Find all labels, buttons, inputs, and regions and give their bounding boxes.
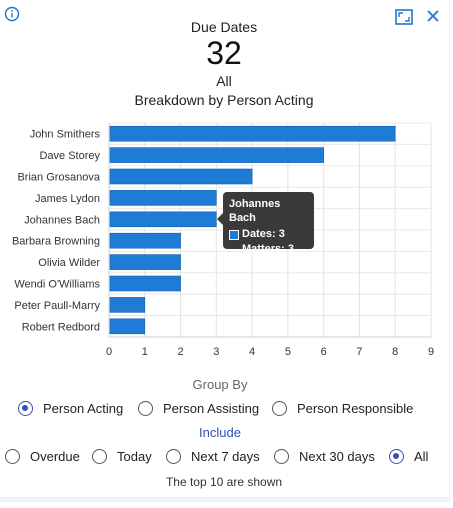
radio-button[interactable] xyxy=(389,449,404,464)
radio-button[interactable] xyxy=(272,401,287,416)
radio-next-30-days[interactable]: Next 30 days xyxy=(274,449,375,464)
x-tick-label: 8 xyxy=(392,346,398,358)
radio-person-assisting[interactable]: Person Assisting xyxy=(138,401,259,416)
category-label: Wendi O'Williams xyxy=(14,279,100,291)
bar[interactable] xyxy=(109,190,217,206)
x-tick-label: 6 xyxy=(321,346,327,358)
radio-button[interactable] xyxy=(18,401,33,416)
category-label: Robert Redbord xyxy=(22,321,100,333)
bar[interactable] xyxy=(109,275,181,292)
tooltip-dates-value: 3 xyxy=(278,228,285,240)
tooltip-matters-row: Matters: 3 xyxy=(242,243,308,256)
bar[interactable] xyxy=(109,211,217,228)
radio-label: All xyxy=(414,449,429,464)
tooltip-person-name: Johannes Bach xyxy=(229,198,281,224)
x-tick-label: 2 xyxy=(177,346,183,358)
bar[interactable] xyxy=(109,232,181,249)
bar[interactable] xyxy=(109,297,146,313)
group-by-label: Group By xyxy=(192,377,248,392)
x-tick-label: 1 xyxy=(142,346,148,358)
tooltip-dates-row: Dates: 3 xyxy=(229,228,308,241)
expand-icon[interactable] xyxy=(395,9,413,25)
bar-chart: John Smithers Dave Storey Brian Grosanova J… xyxy=(12,122,434,358)
x-tick-label: 7 xyxy=(356,346,362,358)
category-label: Barbara Browning xyxy=(12,236,100,248)
category-label: James Lydon xyxy=(35,193,100,205)
bar[interactable] xyxy=(109,254,181,270)
category-label: Olivia Wilder xyxy=(38,257,100,269)
radio-button[interactable] xyxy=(274,449,289,464)
x-tick-label: 4 xyxy=(249,346,255,358)
radio-all[interactable]: All xyxy=(389,449,428,464)
include-label: Include xyxy=(199,425,241,440)
x-tick-label: 5 xyxy=(285,346,291,358)
chart-tooltip: Johannes Bach Dates: 3 Matters: 3 xyxy=(217,192,314,255)
chart-subtitle: Breakdown by Person Acting xyxy=(134,92,314,108)
footer-note: The top 10 are shown xyxy=(165,475,283,489)
radio-button[interactable] xyxy=(138,401,153,416)
category-label: Brian Grosanova xyxy=(17,172,100,184)
close-icon[interactable] xyxy=(426,9,440,23)
bar[interactable] xyxy=(109,318,146,335)
radio-button[interactable] xyxy=(166,449,181,464)
info-circle-icon[interactable] xyxy=(4,6,20,22)
tooltip-series-swatch xyxy=(229,229,239,240)
due-count: 32 xyxy=(206,35,242,71)
category-label: Johannes Bach xyxy=(24,214,100,226)
x-tick-label: 3 xyxy=(213,346,219,358)
bar[interactable] xyxy=(109,125,396,142)
radio-next-7-days[interactable]: Next 7 days xyxy=(166,449,260,464)
radio-overdue[interactable]: Overdue xyxy=(5,449,80,464)
radio-button[interactable] xyxy=(5,449,20,464)
radio-label: Overdue xyxy=(30,449,80,464)
category-label: Peter Paull-Marry xyxy=(14,300,100,312)
widget-title: Due Dates xyxy=(190,19,258,35)
x-tick-label: 0 xyxy=(106,346,112,358)
radio-person-acting[interactable]: Person Acting xyxy=(18,401,123,416)
radio-label: Person Acting xyxy=(43,401,124,416)
tooltip-dates-label: Dates: xyxy=(242,228,276,240)
category-label: Dave Storey xyxy=(39,150,100,162)
radio-label: Next 30 days xyxy=(299,449,375,464)
x-tick-label: 9 xyxy=(428,346,434,358)
tooltip-matters-label: Matters: xyxy=(242,243,285,255)
radio-label: Next 7 days xyxy=(191,449,260,464)
radio-label: Today xyxy=(117,449,152,464)
active-filter: All xyxy=(216,73,232,89)
radio-label: Person Responsible xyxy=(297,401,414,416)
bar[interactable] xyxy=(109,147,324,163)
radio-today[interactable]: Today xyxy=(92,449,152,464)
radio-button[interactable] xyxy=(92,449,107,464)
tooltip-matters-value: 3 xyxy=(287,243,294,255)
radio-person-responsible[interactable]: Person Responsible xyxy=(272,401,413,416)
bar[interactable] xyxy=(109,168,253,185)
category-label: John Smithers xyxy=(30,129,101,141)
radio-label: Person Assisting xyxy=(163,401,260,416)
